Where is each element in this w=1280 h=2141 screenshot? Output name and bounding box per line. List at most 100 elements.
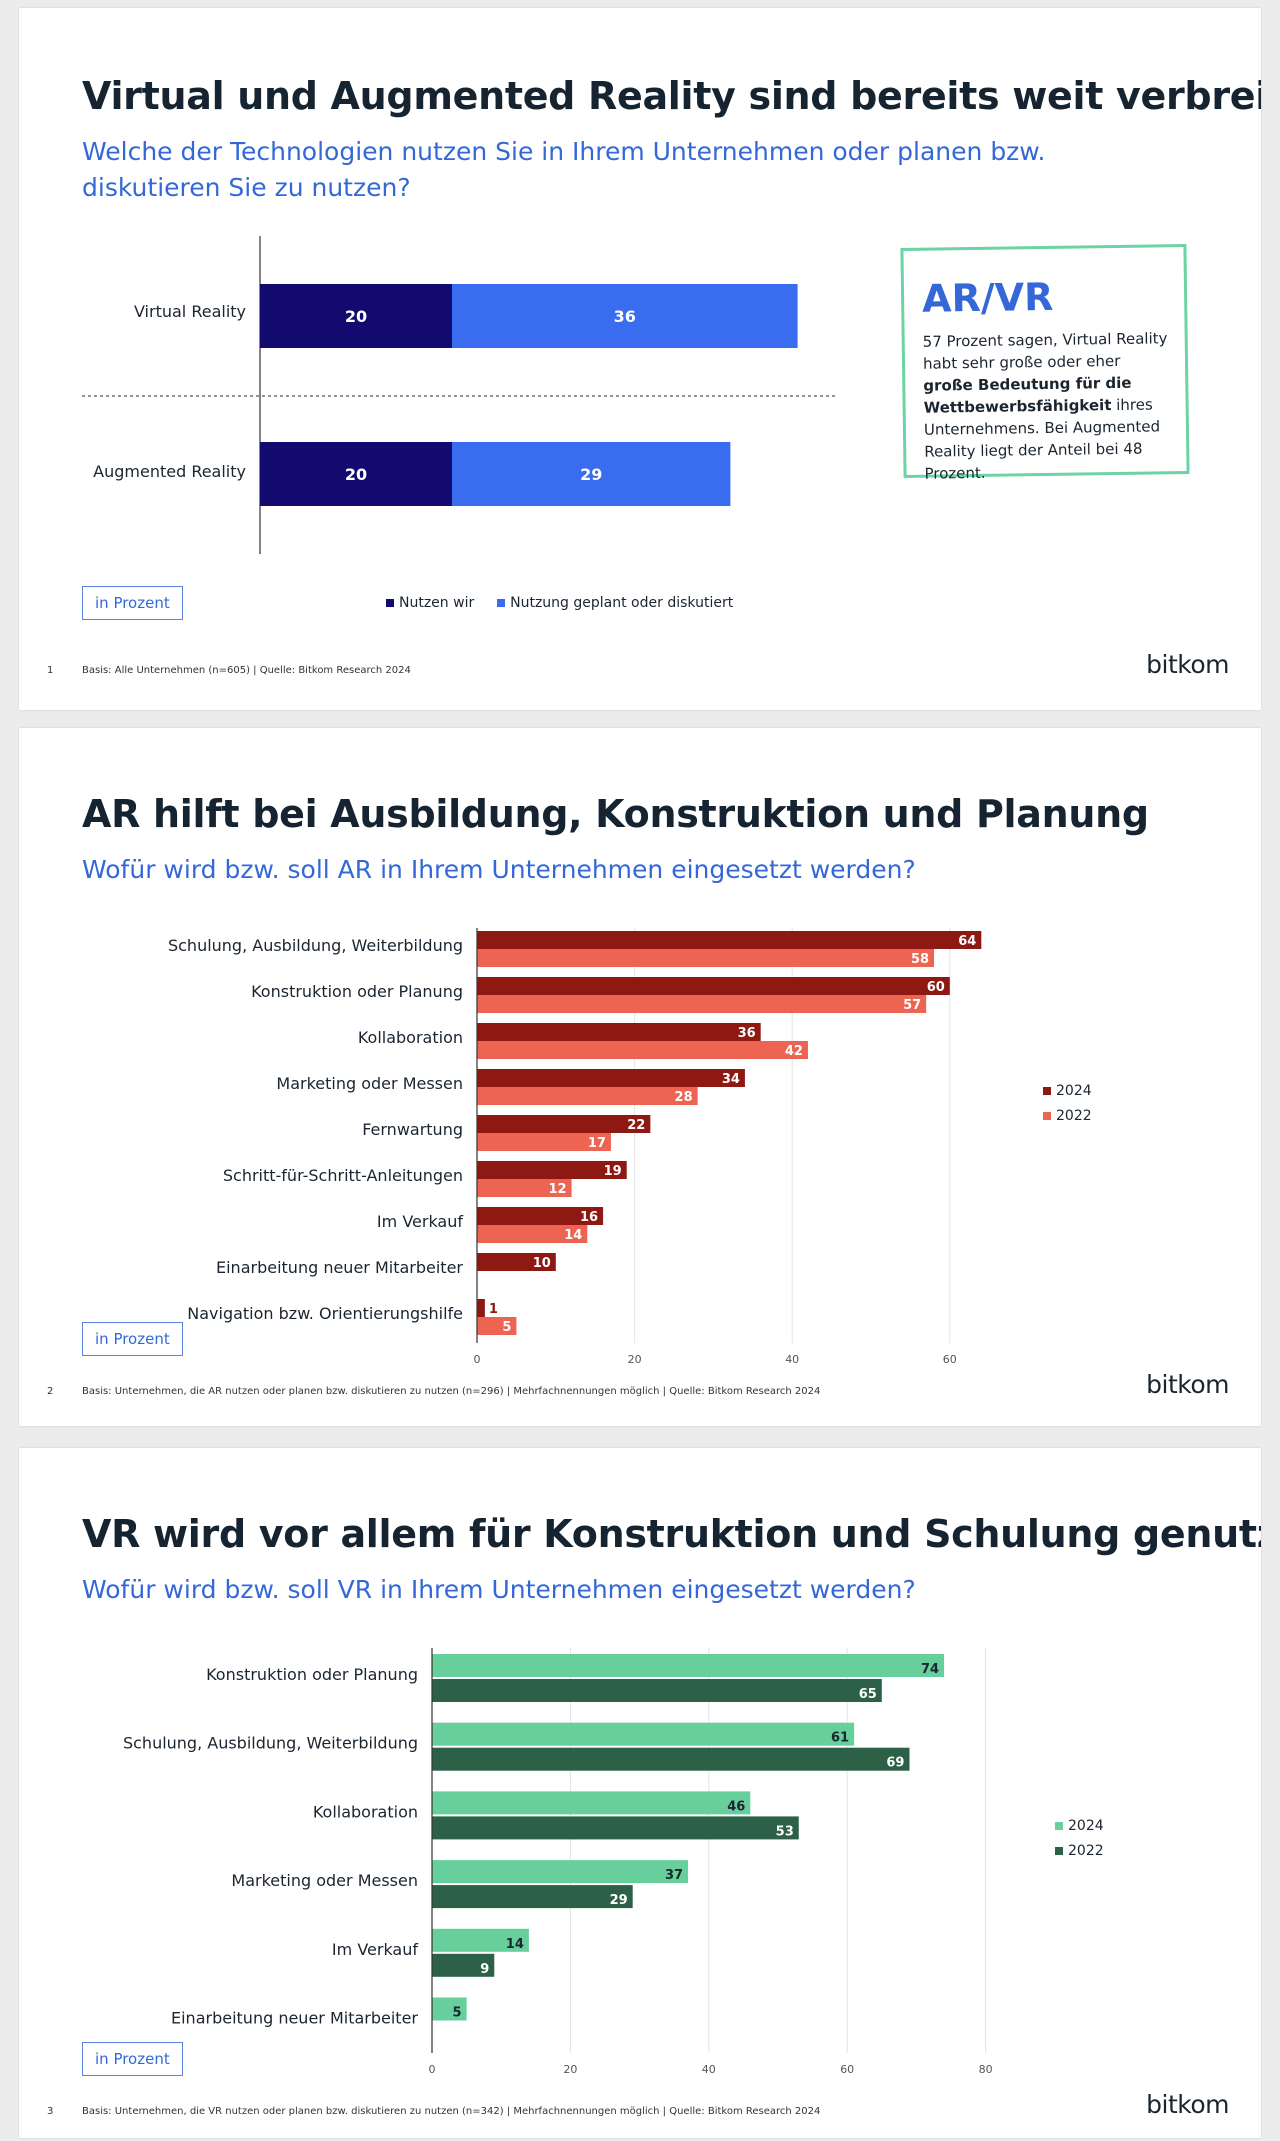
category-label: Kollaboration: [313, 1802, 418, 1821]
data-label: 28: [675, 1090, 693, 1105]
bar-2024: [477, 1069, 745, 1087]
x-tick-label: 40: [702, 2063, 716, 2076]
category-label: Schritt-für-Schritt-Anleitungen: [223, 1166, 463, 1185]
chart-vr-ar-usage: 20 36 20 29: [82, 236, 837, 554]
data-label: 14: [564, 1228, 582, 1243]
category-label: Konstruktion oder Planung: [251, 982, 463, 1001]
bar-2022: [477, 1041, 808, 1059]
slide-subtitle: Welche der Technologien nutzen Sie in Ih…: [82, 137, 1046, 202]
x-tick-label: 0: [474, 1353, 481, 1366]
category-label: Schulung, Ausbildung, Weiterbildung: [168, 936, 463, 955]
slide-1: Virtual und Augmented Reality sind berei…: [19, 8, 1261, 710]
chart-ar-use-cases: 0 20 40 60 Schulung, Ausbildung, Weiterbildu…: [168, 928, 982, 1366]
unit-badge: in Prozent: [82, 586, 183, 620]
bar-2024: [477, 931, 982, 949]
data-label: 36: [738, 1026, 756, 1041]
slide-number: 1: [47, 665, 54, 676]
data-label: 58: [911, 952, 929, 967]
bar-in-use: [260, 442, 452, 506]
category-label: Virtual Reality: [133, 302, 246, 321]
slide-title: Virtual und Augmented Reality sind berei…: [82, 74, 1261, 118]
callout-text: 57 Prozent sagen, Virtual Reality habt s…: [922, 329, 1168, 483]
data-label: 53: [776, 1824, 794, 1839]
category-label: Konstruktion oder Planung: [206, 1665, 418, 1684]
category-label: Im Verkauf: [377, 1212, 463, 1231]
bar-2024: [477, 1161, 627, 1179]
bitkom-logo: bitkom: [1146, 650, 1229, 679]
legend-item: 2024: [1055, 1818, 1104, 1834]
bar-2024: [432, 1928, 529, 1952]
bar-in-use: [260, 284, 452, 348]
bar-2024: [432, 1722, 855, 1746]
bar-2024: [477, 1299, 485, 1317]
category-label: Fernwartung: [362, 1120, 463, 1139]
category-label: Einarbeitung neuer Mitarbeiter: [216, 1258, 463, 1277]
bar-2024: [432, 1654, 945, 1677]
bitkom-logo: bitkom: [1146, 2090, 1229, 2119]
legend-item: Nutzung geplant oder diskutiert: [497, 595, 733, 611]
data-label: 74: [921, 1662, 939, 1677]
x-tick-label: 20: [628, 1353, 642, 1366]
bar-2022: [432, 1885, 633, 1909]
data-label: 16: [580, 1210, 598, 1225]
unit-badge: in Prozent: [82, 1322, 183, 1356]
data-label: 5: [453, 2006, 462, 2021]
data-label: 36: [614, 307, 636, 326]
bar-2022: [477, 949, 935, 967]
callout-box: AR/VR 57 Prozent sagen, Virtual Reality …: [900, 244, 1190, 483]
legend-item: 2024: [1043, 1083, 1092, 1099]
bar-planned: [452, 284, 798, 348]
bar-2022: [477, 1317, 517, 1335]
x-tick-label: 40: [785, 1353, 799, 1366]
bar-2024: [477, 1023, 761, 1041]
source-note: Basis: Unternehmen, die VR nutzen oder p…: [82, 2106, 821, 2117]
data-label: 60: [927, 980, 945, 995]
legend-item: 2022: [1055, 1843, 1104, 1859]
data-label: 29: [610, 1893, 628, 1908]
data-label: 14: [506, 1937, 524, 1952]
category-label: Navigation bzw. Orientierungshilfe: [187, 1304, 463, 1323]
data-label: 12: [548, 1182, 566, 1197]
x-tick-label: 0: [429, 2063, 436, 2076]
bar-2022: [432, 1816, 799, 1840]
slide-subtitle: Wofür wird bzw. soll VR in Ihrem Unterne…: [82, 1575, 916, 1604]
bar-2022: [477, 1225, 588, 1243]
x-tick-label: 60: [840, 2063, 854, 2076]
data-label: 1: [489, 1302, 498, 1317]
x-tick-label: 60: [943, 1353, 957, 1366]
bar-2024: [432, 1860, 689, 1884]
bitkom-logo: bitkom: [1146, 1370, 1229, 1399]
bar-2024: [432, 1997, 467, 2021]
data-label: 34: [722, 1072, 740, 1087]
x-tick-label: 80: [979, 2063, 993, 2076]
bar-2022: [432, 1679, 882, 1702]
data-label: 65: [859, 1687, 877, 1702]
x-tick-label: 20: [563, 2063, 577, 2076]
slide-number: 3: [47, 2106, 54, 2117]
source-note: Basis: Unternehmen, die AR nutzen oder p…: [82, 1386, 821, 1397]
data-label: 10: [533, 1256, 551, 1271]
data-label: 22: [627, 1118, 645, 1133]
bar-2024: [477, 1207, 604, 1225]
legend-item: Nutzen wir: [386, 595, 474, 611]
slide-subtitle: Wofür wird bzw. soll AR in Ihrem Unterne…: [82, 855, 916, 884]
data-label: 69: [886, 1756, 904, 1771]
data-label: 64: [958, 934, 976, 949]
bar-2022: [432, 1953, 495, 1977]
category-label: Marketing oder Messen: [276, 1074, 463, 1093]
bar-2022: [477, 995, 927, 1013]
category-label: Augmented Reality: [93, 462, 246, 481]
data-label: 20: [345, 307, 367, 326]
data-label: 29: [580, 465, 602, 484]
category-label: Kollaboration: [358, 1028, 463, 1047]
slide-title: AR hilft bei Ausbildung, Konstruktion un…: [82, 792, 1149, 836]
data-label: 20: [345, 465, 367, 484]
data-label: 5: [502, 1320, 511, 1335]
data-label: 46: [727, 1799, 745, 1814]
data-label: 17: [588, 1136, 606, 1151]
data-label: 57: [903, 998, 921, 1013]
slide-2: AR hilft bei Ausbildung, Konstruktion un…: [19, 728, 1261, 1426]
bar-planned: [452, 442, 731, 506]
chart-vr-use-cases: 0 20 40 60 80 Konstruktion oder Planung 74 65 Sc…: [123, 1648, 993, 2076]
legend: Nutzen wir Nutzung geplant oder diskutie…: [386, 595, 733, 611]
